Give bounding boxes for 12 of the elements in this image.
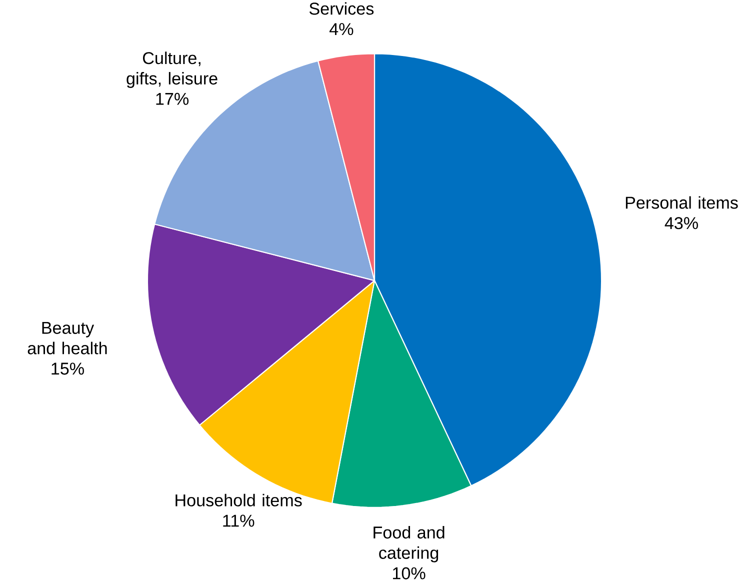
data-label: 10%	[393, 567, 426, 580]
data-label: 4%	[330, 23, 354, 36]
data-label: 15%	[52, 362, 84, 375]
slice-label: Personal items	[626, 196, 738, 210]
data-label: 43%	[664, 217, 698, 230]
slice-label: Household items	[176, 494, 302, 507]
slice-label: Culture, gifts, leisure	[126, 52, 218, 88]
data-label: 17%	[156, 93, 189, 106]
slice-label: Beauty and health	[28, 322, 107, 355]
slice-label: Services	[309, 2, 374, 15]
data-label: 11%	[223, 514, 254, 527]
slice-label: Food and catering	[374, 526, 444, 563]
